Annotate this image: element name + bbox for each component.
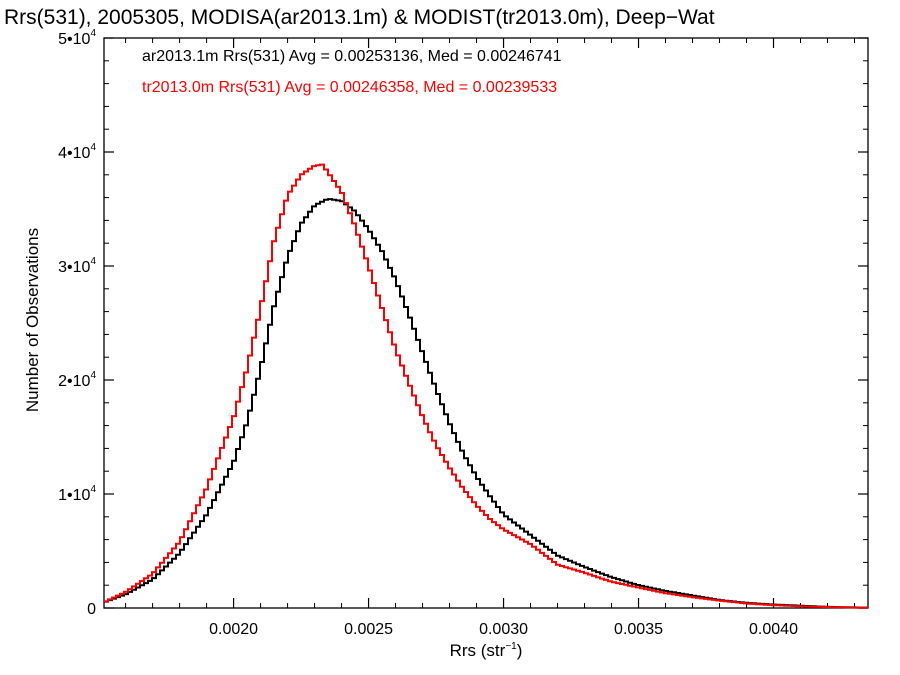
x-tick-label: 0.0035: [614, 621, 663, 638]
chart-title: Rrs(531), 2005305, MODISA(ar2013.1m) & M…: [4, 6, 715, 29]
y-tick-label-exp: 4: [90, 142, 96, 153]
y-tick-label-base: 3•10: [58, 259, 90, 276]
y-tick-label: 0: [87, 601, 96, 618]
x-tick-label: 0.0025: [344, 621, 393, 638]
series-line-0: [104, 198, 868, 609]
legend-entry-ar2013: ar2013.1m Rrs(531) Avg = 0.00253136, Med…: [142, 48, 562, 65]
y-tick-label-exp: 4: [90, 28, 96, 39]
y-tick-label-base: 1•10: [58, 487, 90, 504]
y-tick-label: 1•104: [58, 484, 96, 504]
y-tick-label-exp: 4: [90, 484, 96, 495]
axis-ticks: [104, 37, 868, 609]
y-tick-label: 2•104: [58, 370, 96, 390]
x-axis-title-main: Rrs (str: [450, 641, 506, 660]
series-line-1: [104, 163, 868, 609]
y-tick-label-exp: 4: [90, 256, 96, 267]
y-tick-label: 5•104: [58, 28, 96, 48]
legend-entry-tr2013: tr2013.0m Rrs(531) Avg = 0.00246358, Med…: [142, 79, 557, 96]
x-tick-label: 0.0020: [209, 621, 258, 638]
plot-frame: [103, 37, 869, 609]
x-axis-title-close: ): [517, 641, 523, 660]
x-axis-title-sup: −1: [505, 641, 517, 652]
y-tick-label: 3•104: [58, 256, 96, 276]
x-axis-title: Rrs (str−1): [450, 641, 523, 660]
y-tick-label-exp: 4: [90, 370, 96, 381]
x-tick-labels: 0.0020 0.0025 0.0030 0.0035 0.0040: [209, 621, 798, 638]
series-lines: [104, 163, 868, 609]
y-tick-label-base: 5•10: [58, 31, 90, 48]
y-tick-label: 4•104: [58, 142, 96, 162]
y-tick-label-base: 4•10: [58, 145, 90, 162]
y-tick-label-base: 0: [87, 601, 96, 618]
y-axis-title: Number of Observations: [23, 228, 42, 412]
x-tick-label: 0.0040: [749, 621, 798, 638]
x-tick-label: 0.0030: [479, 621, 528, 638]
y-tick-label-base: 2•10: [58, 373, 90, 390]
